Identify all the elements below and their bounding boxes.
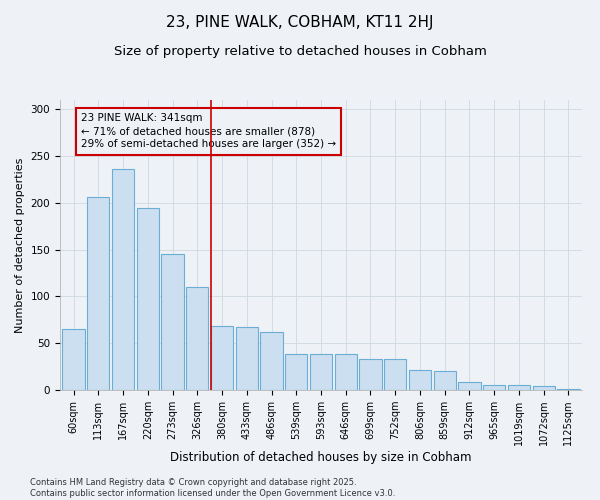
Bar: [161, 254, 184, 390]
Text: Contains HM Land Registry data © Crown copyright and database right 2025.
Contai: Contains HM Land Registry data © Crown c…: [30, 478, 395, 498]
Bar: [359, 359, 382, 390]
Bar: [508, 386, 530, 390]
Bar: [310, 354, 332, 390]
Bar: [285, 354, 307, 390]
Text: Size of property relative to detached houses in Cobham: Size of property relative to detached ho…: [113, 45, 487, 58]
Bar: [557, 389, 580, 390]
Bar: [186, 287, 208, 390]
Bar: [458, 382, 481, 390]
X-axis label: Distribution of detached houses by size in Cobham: Distribution of detached houses by size …: [170, 451, 472, 464]
Bar: [335, 354, 357, 390]
Bar: [211, 326, 233, 390]
Bar: [137, 208, 159, 390]
Bar: [434, 372, 456, 390]
Bar: [533, 386, 555, 390]
Text: 23, PINE WALK, COBHAM, KT11 2HJ: 23, PINE WALK, COBHAM, KT11 2HJ: [166, 15, 434, 30]
Bar: [409, 370, 431, 390]
Bar: [62, 329, 85, 390]
Bar: [483, 386, 505, 390]
Bar: [236, 328, 258, 390]
Bar: [112, 169, 134, 390]
Bar: [384, 359, 406, 390]
Bar: [260, 332, 283, 390]
Bar: [87, 198, 109, 390]
Text: 23 PINE WALK: 341sqm
← 71% of detached houses are smaller (878)
29% of semi-deta: 23 PINE WALK: 341sqm ← 71% of detached h…: [81, 113, 336, 150]
Y-axis label: Number of detached properties: Number of detached properties: [15, 158, 25, 332]
